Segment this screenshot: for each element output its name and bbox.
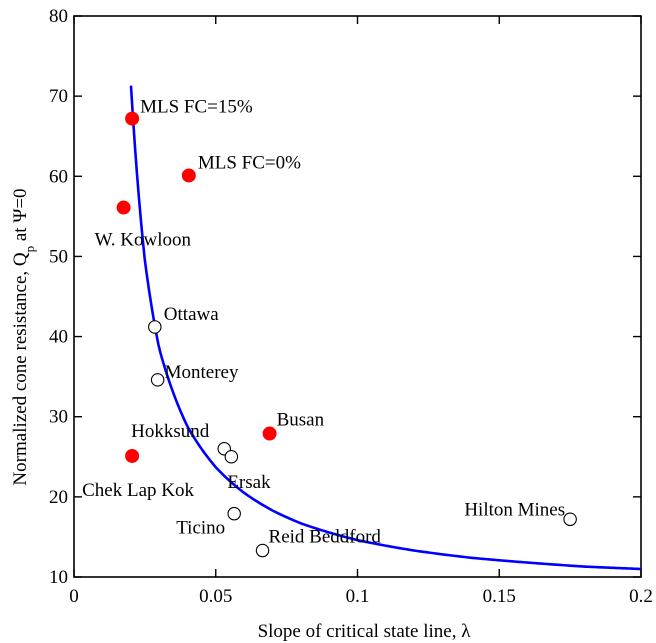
y-tick-label: 10 (49, 567, 68, 588)
x-tick-label: 0 (69, 586, 79, 607)
data-point-hilton-mines (563, 512, 577, 527)
y-tick-label: 80 (49, 6, 68, 27)
x-tick-label: 0.15 (483, 586, 516, 607)
point-label-busan: Busan (277, 410, 325, 431)
data-point-ottawa (148, 320, 162, 334)
data-point-w-kowloon (116, 200, 131, 215)
data-point-chek-lap-kok (125, 448, 140, 463)
data-point-mls-fc-15 (125, 111, 140, 126)
fit-curve-group (129, 85, 642, 571)
x-axis: 0 0.05 0.1 0.15 0.2 (69, 16, 653, 607)
point-label-mls-fc-15: MLS FC=15% (140, 97, 253, 118)
y-tick-label: 60 (49, 166, 68, 187)
point-label-hokksund: Hokksund (131, 421, 210, 442)
point-label-chek-lap-kok: Chek Lap Kok (82, 480, 194, 501)
y-axis-title: Normalized cone resistance, Qp at Ψ=0 (10, 188, 37, 485)
fit-curve-line (129, 85, 642, 571)
y-tick-label: 30 (49, 407, 68, 428)
x-axis-title: Slope of critical state line, λ (258, 621, 472, 642)
y-axis: 10 20 30 40 50 60 70 80 (49, 6, 641, 588)
point-label-hilton-mines: Hilton Mines (464, 499, 565, 520)
point-label-reid-beddford: Reid Beddford (269, 527, 382, 548)
x-tick-label: 0.1 (346, 586, 370, 607)
y-tick-label: 50 (49, 246, 68, 267)
y-tick-label: 20 (49, 487, 68, 508)
y-tick-label: 70 (49, 86, 68, 107)
y-tick-label: 40 (49, 327, 68, 348)
x-tick-label: 0.2 (629, 586, 653, 607)
point-label-ersak: Ersak (227, 472, 271, 493)
data-points-group (116, 111, 577, 558)
point-label-mls-fc-0: MLS FC=0% (198, 152, 301, 173)
data-point-monterey (150, 373, 165, 387)
data-point-reid-beddford (255, 543, 270, 558)
point-label-w-kowloon: W. Kowloon (95, 230, 192, 251)
data-point-ticino (227, 506, 241, 521)
point-label-monterey: Monterey (165, 362, 239, 383)
data-point-ersak (224, 450, 239, 464)
y-axis-title-subscript: p (22, 246, 37, 253)
point-label-ottawa: Ottawa (164, 304, 219, 325)
point-label-ticino: Ticino (176, 518, 225, 539)
data-point-busan (262, 426, 277, 441)
y-axis-title-main: Normalized cone resistance, Q (10, 252, 31, 485)
data-point-mls-fc-0 (181, 168, 196, 183)
point-labels-group: MLS FC=15% MLS FC=0% W. Kowloon Busan Chek L… (82, 97, 565, 548)
y-axis-title-tail: at Ψ=0 (10, 188, 31, 245)
x-tick-label: 0.05 (199, 586, 232, 607)
